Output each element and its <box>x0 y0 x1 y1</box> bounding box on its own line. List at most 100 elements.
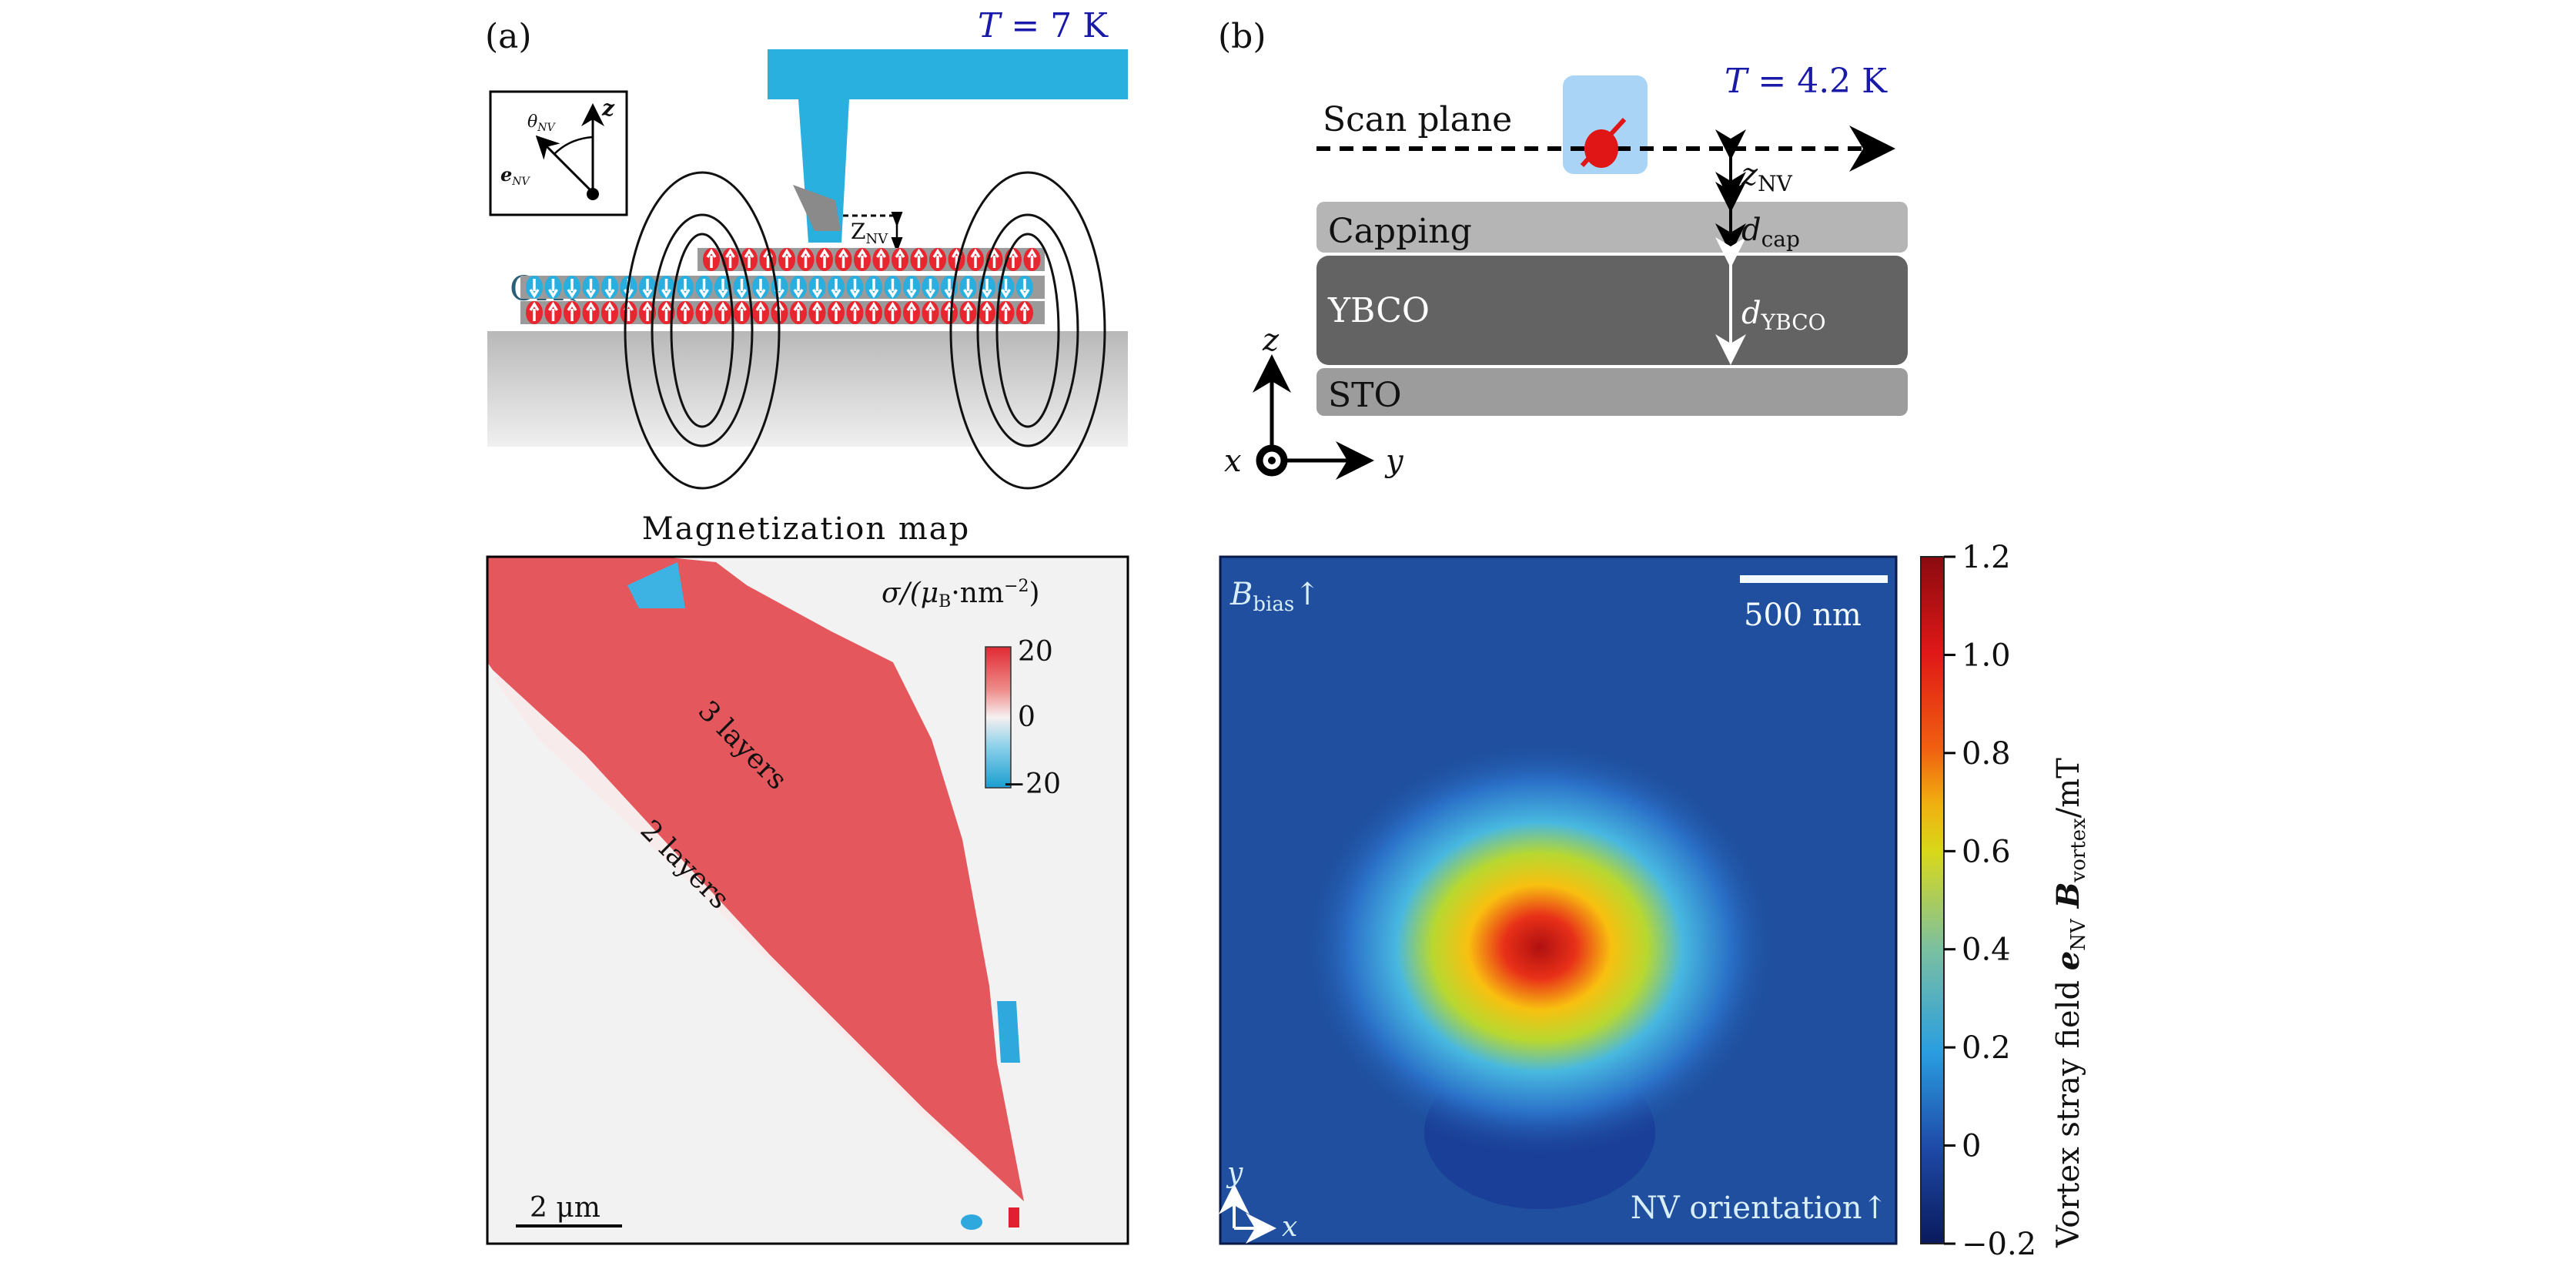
field-line <box>670 233 734 428</box>
arrow-up-icon <box>932 248 943 268</box>
svg-text:θNV: θNV <box>527 112 557 134</box>
colorbar-ticks: 1.2 1.0 0.8 0.6 0.4 0.2 0 −0.2 <box>1944 540 2036 1262</box>
map-frame <box>486 555 1129 1245</box>
colorbar-label: σ/(μB·nm−2) <box>882 577 1040 611</box>
scale-bar-vortex-label: 500 nm <box>1744 598 1862 633</box>
colorbar-small <box>985 646 1012 789</box>
arrow-down-icon <box>548 279 558 299</box>
arrow-up-icon <box>725 248 735 268</box>
arrow-down-icon <box>680 279 691 299</box>
b-bias-label: Bbias↑ <box>1229 577 1320 616</box>
nv-orientation-label: NV orientation↑ <box>1631 1191 1888 1226</box>
colorbar-tick-label: 0.4 <box>1962 933 2011 968</box>
arrow-up-icon <box>781 248 792 268</box>
panel-b: (b) T = 4.2 K Scan plane Capping YBCO ST… <box>1218 17 1908 480</box>
svg-text:z: z <box>1262 323 1280 358</box>
capping-label: Capping <box>1328 212 1472 251</box>
field-lines <box>624 171 1106 490</box>
arrow-down-icon <box>963 279 973 299</box>
z-nv-label: ZNV <box>851 219 888 247</box>
arrow-down-icon <box>812 279 822 299</box>
arrow-down-icon <box>586 279 596 299</box>
svg-text:y: y <box>1384 444 1404 479</box>
arrow-up-icon <box>801 248 811 268</box>
panel-a-label: (a) <box>485 17 532 56</box>
arrow-up-icon <box>661 301 671 321</box>
arrow-up-icon <box>1008 248 1019 268</box>
colorbar-tick-label: 1.2 <box>1962 540 2011 575</box>
d-ybco-label: dYBCO <box>1741 296 1826 335</box>
temperature-label-b: T = 4.2 K <box>1725 62 1888 101</box>
arrow-down-icon <box>604 279 615 299</box>
arrow-up-icon <box>755 301 766 321</box>
crI3-layers <box>520 248 1045 324</box>
arrow-down-icon <box>925 279 935 299</box>
svg-text:x: x <box>1224 444 1242 479</box>
arrow-up-icon <box>586 301 596 321</box>
arrow-up-icon <box>888 301 898 321</box>
arrow-down-icon <box>567 279 577 299</box>
vortex-frame <box>1219 555 1898 1245</box>
arrow-down-icon <box>642 279 653 299</box>
negative-domain <box>997 1001 1020 1063</box>
nv-spin <box>1584 129 1618 168</box>
colorbar-tick-label: 0.8 <box>1962 736 2011 772</box>
arrow-up-icon <box>737 301 747 321</box>
magnetization-map: Magnetization map σ/(μB·nm−2) 20 0 −20 3… <box>486 511 1129 1245</box>
arrow-down-icon <box>737 279 747 299</box>
xy-axes: y x <box>1219 1157 1297 1244</box>
arrow-up-icon <box>744 248 754 268</box>
arrow-up-icon <box>548 301 558 321</box>
colorbar-jet <box>1920 556 1945 1244</box>
colorbar-tick-label: 0.6 <box>1962 834 2011 869</box>
arrow-up-icon <box>963 301 973 321</box>
colorbar-tick-label: 0 <box>1962 1129 1981 1164</box>
vortex <box>1301 739 1778 1155</box>
svg-text:y: y <box>1226 1157 1243 1189</box>
colorbar-tick: −20 <box>1002 769 1061 800</box>
cantilever <box>768 49 1128 99</box>
arrow-up-icon <box>906 301 917 321</box>
arrow-up-icon <box>819 248 830 268</box>
arrow-up-icon <box>604 301 615 321</box>
nv-spin-arrow <box>1580 117 1627 168</box>
arrow-up-icon <box>718 301 728 321</box>
colorbar-tick-label: 0.2 <box>1962 1030 2011 1066</box>
field-line <box>651 213 754 447</box>
arrow-down-icon <box>718 279 728 299</box>
arrow-up-icon <box>970 248 981 268</box>
field-line <box>976 213 1079 447</box>
arrow-up-icon <box>793 301 804 321</box>
positive-domain <box>1009 1207 1019 1227</box>
nv-diamond <box>793 185 841 231</box>
arrow-up-icon <box>876 248 886 268</box>
colorbar-tick: 20 <box>1018 636 1053 668</box>
arrow-down-icon <box>868 279 879 299</box>
arrow-up-icon <box>1027 248 1037 268</box>
arrow-up-icon <box>868 301 879 321</box>
map-title: Magnetization map <box>642 511 970 547</box>
scan-plane-label: Scan plane <box>1323 100 1512 139</box>
d-cap-label: dcap <box>1741 213 1800 252</box>
arrow-up-icon <box>706 248 717 268</box>
colorbar-tick-label: 1.0 <box>1962 638 2011 673</box>
negative-domain <box>961 1214 982 1230</box>
arrow-up-icon <box>1019 301 1030 321</box>
arrow-up-icon <box>567 301 577 321</box>
arrow-up-icon <box>831 301 841 321</box>
temperature-label: T = 7 K <box>978 6 1109 45</box>
colorbar-tick-label: −0.2 <box>1962 1227 2036 1262</box>
arrow-up-icon <box>989 248 999 268</box>
arrow-up-icon <box>838 248 848 268</box>
negative-domain <box>627 562 685 608</box>
layer-ybco <box>1316 256 1908 365</box>
panel-a: (a) T = 7 K ZNV z θNV eNV CrI3 <box>485 6 1128 490</box>
arrow-down-icon <box>888 279 898 299</box>
layer-sto <box>1316 368 1908 416</box>
arrow-down-icon <box>831 279 841 299</box>
sto-label: STO <box>1328 376 1402 415</box>
three-layer-region <box>487 557 1024 1201</box>
arrow-up-icon <box>1001 301 1011 321</box>
substrate <box>487 331 1128 447</box>
